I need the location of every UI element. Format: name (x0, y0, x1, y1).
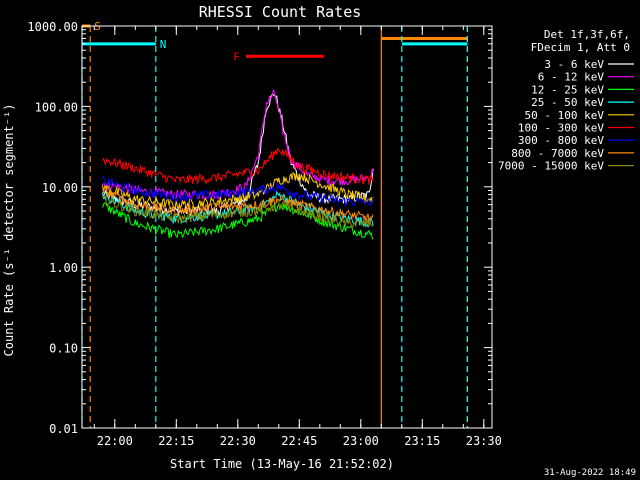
annotation-label: F (233, 50, 240, 63)
render-timestamp: 31-Aug-2022 18:49 (544, 468, 636, 478)
y-tick-label: 10.00 (42, 181, 78, 195)
legend-item-label: 50 - 100 keV (525, 109, 605, 122)
y-tick-label: 0.10 (49, 342, 78, 356)
legend-item-label: 25 - 50 keV (531, 96, 604, 109)
legend-item-label: 800 - 7000 keV (511, 147, 604, 160)
x-tick-label: 22:15 (158, 434, 194, 448)
y-axis-label: Count Rate (s⁻¹ detector segment⁻¹) (2, 104, 16, 357)
y-tick-label: 1000.00 (27, 20, 78, 34)
legend-item-label: 100 - 300 keV (518, 122, 604, 135)
y-tick-label: 1.00 (49, 261, 78, 275)
series-line (102, 186, 374, 223)
series-layer (102, 88, 374, 240)
series-line (102, 88, 374, 201)
legend-item-label: 7000 - 15000 keV (498, 160, 604, 173)
annotation-label: N (160, 38, 167, 51)
series-line (102, 190, 374, 228)
series-line (102, 147, 374, 185)
x-tick-label: 23:15 (404, 434, 440, 448)
y-tick-label: 100.00 (35, 100, 78, 114)
y-tick-label: 0.01 (49, 422, 78, 436)
series-line (102, 171, 374, 211)
axes-layer: 1000.00 100.00 10.00 1.00 0.10 0.01 22:00 22:15… (27, 20, 501, 448)
legend-item-label: 6 - 12 keV (538, 71, 605, 84)
legend-header-line-2: FDecim 1, Att 0 (531, 41, 630, 54)
x-tick-label: 23:30 (466, 434, 502, 448)
x-tick-label: 22:45 (281, 434, 317, 448)
series-line (102, 194, 374, 229)
chart-title: RHESSI Count Rates (199, 3, 362, 21)
x-tick-label: 22:00 (97, 434, 133, 448)
legend-item-label: 3 - 6 keV (544, 58, 604, 71)
series-line (102, 175, 374, 207)
plot-frame (81, 25, 493, 429)
legend-header-line-1: Det 1f,3f,6f, (544, 28, 630, 41)
legend-item-label: 12 - 25 keV (531, 83, 604, 96)
x-tick-label: 22:30 (220, 434, 256, 448)
x-axis-label: Start Time (13-May-16 21:52:02) (170, 457, 394, 471)
legend-item-label: 300 - 800 keV (518, 134, 604, 147)
x-tick-label: 23:00 (343, 434, 379, 448)
